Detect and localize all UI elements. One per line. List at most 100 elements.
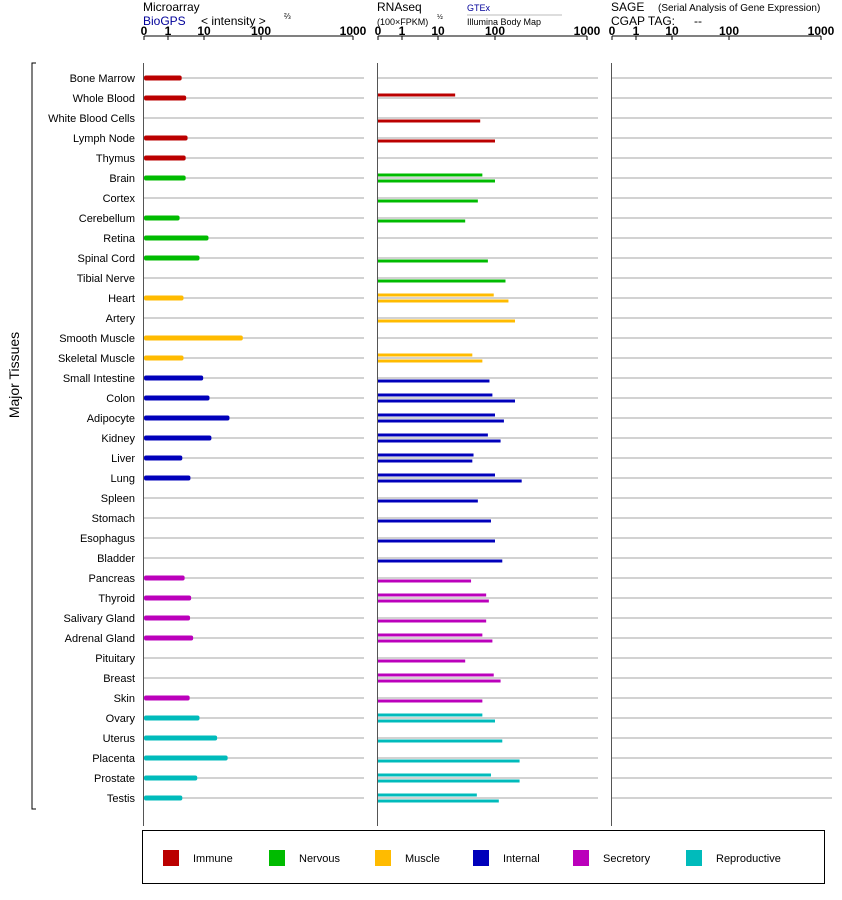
panel-microarray: 0 1 10 100 1000	[141, 24, 367, 826]
microarray-bar	[144, 795, 183, 801]
microarray-bar	[144, 735, 218, 741]
legend-label: Reproductive	[716, 853, 781, 865]
x-tick-label: 0	[609, 24, 616, 38]
rnaseq-illumina-bar	[378, 619, 487, 623]
rnaseq-illumina-bar	[378, 659, 466, 663]
rnaseq-gtex-bar	[378, 793, 477, 797]
rnaseq-illumina-bar	[378, 479, 522, 483]
tissue-label: Stomach	[92, 513, 135, 525]
microarray-bar	[144, 475, 191, 481]
microarray-bar	[144, 575, 185, 581]
tissue-label: Skin	[114, 693, 135, 705]
rnaseq-exponent: ½	[437, 13, 443, 21]
rnaseq-illumina-bar	[378, 679, 501, 683]
x-tick-label: 10	[431, 24, 445, 38]
microarray-bar	[144, 615, 191, 621]
legend-item-internal: Internal	[473, 850, 540, 866]
tissue-label: Liver	[111, 453, 135, 465]
legend-item-nervous: Nervous	[269, 850, 340, 866]
tissue-label: Salivary Gland	[63, 613, 135, 625]
panel-rnaseq: 0 1 10 100 1000	[375, 24, 601, 826]
x-tick-label: 1000	[574, 24, 601, 38]
rnaseq-illumina-bar	[378, 559, 503, 563]
legend-label: Nervous	[299, 853, 340, 865]
tissue-label: Heart	[108, 293, 135, 305]
rnaseq-illumina-bar	[378, 299, 509, 303]
rnaseq-illumina-bar	[378, 699, 483, 703]
tissue-label: Whole Blood	[73, 93, 135, 105]
x-tick-label: 100	[719, 24, 739, 38]
tissue-label: Bladder	[97, 553, 135, 565]
rnaseq-illumina-bar	[378, 779, 520, 783]
tissue-label: Colon	[106, 393, 135, 405]
legend-swatch	[163, 850, 179, 866]
rnaseq-unit: (100×FPKM)	[377, 17, 428, 27]
y-axis-title: Major Tissues	[6, 332, 22, 418]
x-tick-label: 100	[485, 24, 505, 38]
panels-layer: 0 1 10 100 1000 0 1 10 100 1000 0 1 10 100 1000	[141, 24, 835, 826]
rnaseq-gtex-bar	[378, 393, 493, 397]
microarray-bar	[144, 355, 184, 361]
tissue-label: Kidney	[101, 433, 135, 445]
microarray-bar	[144, 135, 188, 141]
rnaseq-illumina-bar	[378, 279, 506, 283]
rnaseq-illumina-bar	[378, 119, 481, 123]
rnaseq-illumina-bar	[378, 639, 493, 643]
rnaseq-illumina-bar	[378, 199, 478, 203]
cgap-tag-value: --	[694, 14, 702, 28]
legend-item-immune: Immune	[163, 850, 233, 866]
rnaseq-illumina-bar	[378, 399, 516, 403]
tissue-label: Pancreas	[89, 573, 136, 585]
tissue-label: Spinal Cord	[78, 253, 135, 265]
x-tick-label: 1000	[340, 24, 367, 38]
tissue-label: Thyroid	[98, 593, 135, 605]
legend-item-muscle: Muscle	[375, 850, 440, 866]
rnaseq-illumina-bar	[378, 379, 490, 383]
microarray-bar	[144, 455, 183, 461]
tissue-label: Skeletal Muscle	[58, 353, 135, 365]
microarray-bar	[144, 95, 187, 101]
x-tick-label: 10	[197, 24, 211, 38]
microarray-bar	[144, 755, 228, 761]
microarray-bar	[144, 695, 190, 701]
x-tick-label: 10	[665, 24, 679, 38]
panel-sage: 0 1 10 100 1000	[609, 24, 835, 826]
rnaseq-gtex-bar	[378, 293, 494, 297]
rnaseq-illumina-bar	[378, 259, 488, 263]
tissue-label: Breast	[103, 673, 135, 685]
rnaseq-gtex-bar	[378, 453, 474, 457]
microarray-bar	[144, 215, 180, 221]
legend-items: Immune Nervous Muscle Internal Secretory Repr…	[163, 850, 781, 866]
rnaseq-gtex-bar	[378, 773, 491, 777]
legend-swatch	[686, 850, 702, 866]
tissue-label: Cerebellum	[79, 213, 135, 225]
legend: Immune Nervous Muscle Internal Secretory Repr…	[142, 830, 825, 884]
rnaseq-gtex-bar	[378, 473, 495, 477]
microarray-bar	[144, 415, 230, 421]
microarray-exponent: ⅔	[284, 12, 291, 21]
tissue-label: Testis	[107, 793, 136, 805]
microarray-bar	[144, 715, 200, 721]
rnaseq-illumina-bar	[378, 459, 473, 463]
rnaseq-gtex-bar	[378, 353, 473, 357]
tissue-label: Retina	[103, 233, 136, 245]
microarray-bar	[144, 635, 194, 641]
microarray-title: Microarray	[143, 0, 200, 14]
rnaseq-illumina-bar	[378, 179, 495, 183]
tissue-label: Uterus	[103, 733, 136, 745]
rnaseq-illumina-bar	[378, 499, 478, 503]
gtex-link[interactable]: GTEx	[467, 3, 491, 13]
microarray-bar	[144, 375, 204, 381]
microarray-bar	[144, 255, 200, 261]
tissue-label: Smooth Muscle	[59, 333, 135, 345]
rnaseq-gtex-bar	[378, 433, 488, 437]
microarray-bar	[144, 335, 243, 341]
tissue-label: Small Intestine	[63, 373, 135, 385]
tissue-label: Adipocyte	[87, 413, 135, 425]
legend-swatch	[573, 850, 589, 866]
biogps-link[interactable]: BioGPS	[143, 14, 186, 28]
tissue-label: Brain	[109, 173, 135, 185]
sage-subtitle: (Serial Analysis of Gene Expression)	[658, 3, 820, 14]
rnaseq-illumina-bar	[378, 579, 472, 583]
rnaseq-bars	[378, 93, 522, 803]
